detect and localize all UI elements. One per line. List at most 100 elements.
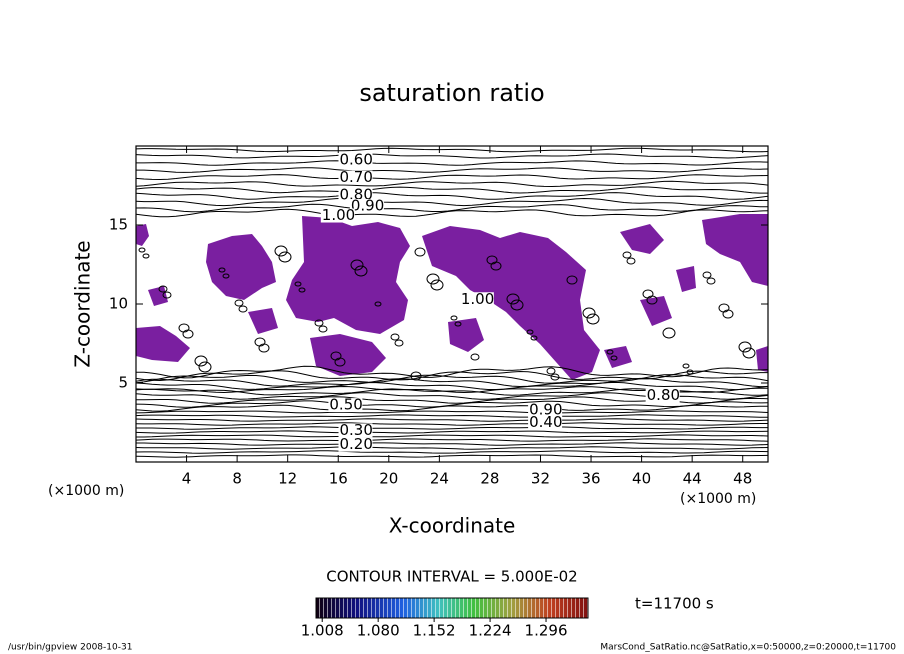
contour-loop bbox=[374, 301, 382, 307]
x-tick-label: 12 bbox=[278, 470, 297, 488]
x-tick-label: 36 bbox=[581, 470, 600, 488]
contour-line bbox=[136, 430, 768, 434]
region bbox=[702, 214, 768, 286]
y-tick-label: 15 bbox=[109, 216, 128, 234]
contour-line bbox=[136, 208, 768, 218]
x-tick-label: 16 bbox=[329, 470, 348, 488]
contour-line bbox=[136, 377, 768, 388]
contour-loop bbox=[394, 339, 404, 347]
x-unit-label-left: (×1000 m) bbox=[48, 483, 124, 499]
contour-label: 1.00 bbox=[461, 290, 494, 308]
contour-loop bbox=[510, 299, 524, 311]
contour-label-bg bbox=[349, 199, 384, 214]
contour-label: 0.80 bbox=[340, 185, 373, 203]
contour-line bbox=[136, 186, 768, 194]
plot-frame bbox=[135, 145, 769, 463]
colorbar-tick-label: 1.008 bbox=[301, 622, 344, 640]
contour-loop bbox=[718, 303, 730, 313]
colorbar-tick-label: 1.296 bbox=[525, 622, 568, 640]
colorbar-tick-label: 1.224 bbox=[469, 622, 512, 640]
contour-line bbox=[136, 410, 768, 414]
colorbar-tick-label: 1.080 bbox=[357, 622, 400, 640]
region bbox=[310, 334, 386, 376]
contour-line bbox=[136, 434, 768, 438]
contour-loop bbox=[410, 371, 422, 381]
contour-loop bbox=[414, 247, 426, 257]
region bbox=[206, 234, 276, 300]
contour-label-bg bbox=[338, 437, 373, 452]
region bbox=[148, 286, 168, 306]
contour-line bbox=[136, 153, 768, 159]
y-tick-label: 10 bbox=[109, 295, 128, 313]
contour-loop bbox=[454, 321, 462, 327]
contour-loop bbox=[490, 261, 502, 271]
region bbox=[620, 224, 664, 254]
contour-loop bbox=[682, 363, 690, 369]
region bbox=[640, 296, 672, 326]
contour-loop bbox=[194, 355, 208, 367]
contour-loop bbox=[606, 349, 614, 355]
contour-loop bbox=[646, 295, 658, 305]
contour-loop bbox=[530, 335, 538, 341]
contour-line bbox=[136, 147, 768, 153]
contour-line bbox=[136, 446, 768, 450]
contour-loop bbox=[706, 277, 716, 285]
contour-label: 0.40 bbox=[529, 413, 562, 431]
contour-loop bbox=[722, 309, 734, 319]
contour-line bbox=[136, 418, 768, 422]
contour-label-bg bbox=[320, 208, 355, 223]
colorbar-tick-label: 1.152 bbox=[413, 622, 456, 640]
contour-line bbox=[136, 381, 768, 391]
contour-label: 0.70 bbox=[340, 168, 373, 186]
plot-area: 0.600.700.800.901.001.000.500.300.200.90… bbox=[136, 147, 768, 458]
contour-label-bg bbox=[645, 388, 680, 403]
contour-loop bbox=[566, 275, 578, 285]
contour-label-bg bbox=[528, 402, 563, 417]
time-label: t=11700 s bbox=[635, 595, 714, 613]
contour-label-bg bbox=[528, 415, 563, 430]
contour-line bbox=[136, 450, 768, 454]
region bbox=[756, 346, 768, 372]
x-tick-label: 40 bbox=[632, 470, 651, 488]
contour-loop bbox=[662, 327, 676, 339]
contour-line bbox=[136, 454, 768, 458]
region bbox=[448, 318, 484, 352]
contour-line bbox=[136, 365, 768, 379]
contour-label: 1.00 bbox=[322, 206, 355, 224]
contour-line bbox=[136, 374, 768, 384]
contour-loop bbox=[526, 329, 534, 335]
contour-loop bbox=[178, 323, 190, 333]
contour-loop bbox=[354, 265, 368, 277]
y-tick-label: 5 bbox=[118, 374, 128, 392]
x-tick-label: 8 bbox=[232, 470, 242, 488]
contour-loop bbox=[350, 259, 364, 271]
contour-label: 0.90 bbox=[351, 197, 384, 215]
contour-label-bg bbox=[459, 292, 494, 307]
footer-left: /usr/bin/gpview 2008-10-31 bbox=[8, 643, 132, 653]
region bbox=[136, 326, 190, 362]
region bbox=[604, 346, 632, 368]
contour-loop bbox=[550, 373, 560, 381]
contour-line bbox=[136, 414, 768, 418]
contour-loop bbox=[138, 247, 146, 253]
contour-loop bbox=[198, 361, 212, 373]
contour-loop bbox=[218, 267, 226, 273]
contour-label-bg bbox=[338, 187, 373, 202]
contour-loop bbox=[294, 281, 302, 287]
contour-lines: 0.600.700.800.901.001.000.500.300.200.90… bbox=[136, 147, 768, 458]
x-tick-label: 44 bbox=[683, 470, 702, 488]
contour-loop bbox=[234, 299, 244, 307]
contour-loop bbox=[238, 305, 248, 313]
contour-label: 0.20 bbox=[340, 435, 373, 453]
contour-loop bbox=[182, 329, 194, 339]
x-tick-label: 28 bbox=[480, 470, 499, 488]
contour-line bbox=[136, 422, 768, 426]
x-axis-title: X-coordinate bbox=[389, 514, 516, 538]
contour-loop bbox=[470, 353, 480, 361]
contour-loop bbox=[162, 291, 172, 299]
contour-loop bbox=[222, 273, 230, 279]
contour-line bbox=[136, 192, 768, 200]
contour-line bbox=[136, 197, 768, 207]
